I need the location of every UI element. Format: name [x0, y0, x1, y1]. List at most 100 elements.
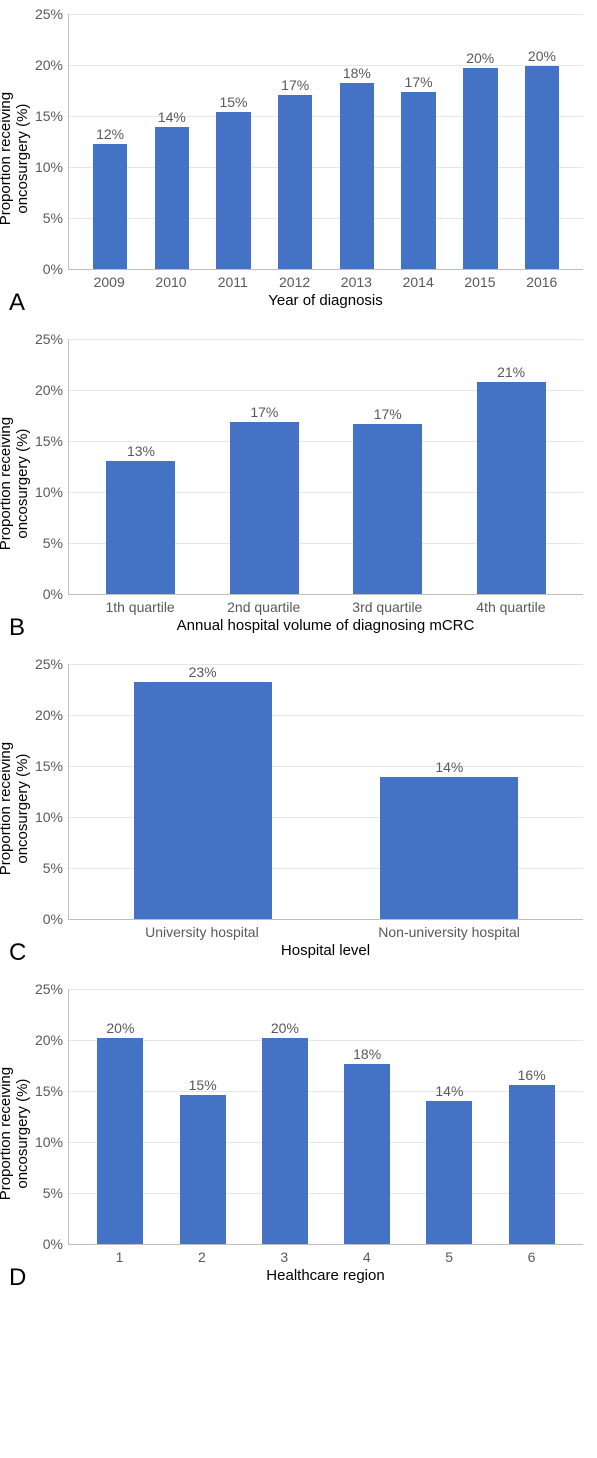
bar-column: 20% — [449, 14, 511, 269]
x-axis-title: Year of diagnosis — [68, 292, 583, 309]
bar-column: 14% — [326, 664, 573, 919]
bar — [134, 682, 272, 919]
bar-column: 18% — [326, 14, 388, 269]
ytick-label: 0% — [43, 1236, 69, 1252]
ytick-label: 20% — [35, 707, 69, 723]
bar-value-label: 18% — [343, 65, 371, 81]
xtick-row: University hospitalNon-university hospit… — [68, 920, 583, 940]
bar-column: 23% — [79, 664, 326, 919]
xtick-label: Non-university hospital — [326, 924, 573, 940]
bar-value-label: 15% — [219, 94, 247, 110]
ytick-label: 0% — [43, 586, 69, 602]
ytick-label: 25% — [35, 6, 69, 22]
bar-column: 17% — [203, 339, 326, 594]
bar-value-label: 14% — [158, 109, 186, 125]
ytick-label: 20% — [35, 382, 69, 398]
xtick-label: 3rd quartile — [326, 599, 450, 615]
ytick-label: 25% — [35, 331, 69, 347]
bar — [93, 144, 128, 269]
xtick-label: 3 — [243, 1249, 325, 1265]
bar-value-label: 13% — [127, 443, 155, 459]
xtick-label: 2010 — [140, 274, 202, 290]
ytick-label: 10% — [35, 1134, 69, 1150]
bar-column: 15% — [162, 989, 244, 1244]
bar-column: 20% — [511, 14, 573, 269]
x-axis-title: Healthcare region — [68, 1267, 583, 1284]
chart-area: 0%5%10%15%20%25%23%14%University hospita… — [68, 664, 583, 959]
ytick-label: 15% — [35, 758, 69, 774]
bar-column: 18% — [326, 989, 408, 1244]
bar-value-label: 17% — [405, 74, 433, 90]
bar — [106, 461, 175, 594]
bar-value-label: 18% — [353, 1046, 381, 1062]
panel-letter: B — [9, 614, 25, 642]
xtick-label: 2011 — [202, 274, 264, 290]
xtick-label: 4th quartile — [449, 599, 573, 615]
plot: 0%5%10%15%20%25%13%17%17%21% — [68, 339, 583, 595]
bar-value-label: 14% — [435, 1083, 463, 1099]
bar-column: 20% — [79, 989, 161, 1244]
bars-container: 13% 17% 17% 21% — [69, 339, 583, 594]
bars-container: 12%14%15%17%18%17%20%20% — [69, 14, 583, 269]
xtick-row: 123456 — [68, 1245, 583, 1265]
bar — [463, 68, 498, 269]
x-axis-title: Hospital level — [68, 942, 583, 959]
xtick-label: 2nd quartile — [202, 599, 326, 615]
xtick-row: 20092010201120122013201420152016 — [68, 270, 583, 290]
xtick-label: 2015 — [449, 274, 511, 290]
bar — [509, 1085, 555, 1244]
panel-b: BProportion receiving oncosurgery (%)0%5… — [14, 339, 583, 634]
bar-column: 17% — [326, 339, 449, 594]
bar — [426, 1101, 472, 1244]
bar — [344, 1064, 390, 1244]
bar-value-label: 17% — [250, 404, 278, 420]
plot: 0%5%10%15%20%25%23%14% — [68, 664, 583, 920]
xtick-label: University hospital — [78, 924, 325, 940]
xtick-label: 1 — [78, 1249, 160, 1265]
xtick-label: 5 — [408, 1249, 490, 1265]
bar — [525, 66, 560, 269]
bar-value-label: 20% — [106, 1020, 134, 1036]
xtick-label: 2009 — [78, 274, 140, 290]
ytick-label: 15% — [35, 1083, 69, 1099]
xtick-row: 1th quartile2nd quartile3rd quartile4th … — [68, 595, 583, 615]
xtick-label: 2014 — [387, 274, 449, 290]
bar — [278, 95, 313, 269]
panel-letter: C — [9, 939, 26, 967]
bar-value-label: 20% — [528, 48, 556, 64]
ytick-label: 25% — [35, 656, 69, 672]
chart-area: 0%5%10%15%20%25%13%17%17%21%1th quartile… — [68, 339, 583, 634]
ytick-label: 10% — [35, 809, 69, 825]
ytick-label: 15% — [35, 433, 69, 449]
panel-c: CProportion receiving oncosurgery (%)0%5… — [14, 664, 583, 959]
ytick-label: 5% — [43, 1185, 69, 1201]
bar-value-label: 20% — [271, 1020, 299, 1036]
bar-value-label: 15% — [189, 1077, 217, 1093]
panel-letter: A — [9, 289, 25, 317]
bars-container: 23%14% — [69, 664, 583, 919]
bar — [180, 1095, 226, 1244]
ytick-label: 20% — [35, 1032, 69, 1048]
xtick-label: 2 — [161, 1249, 243, 1265]
panel-d: DProportion receiving oncosurgery (%)0%5… — [14, 989, 583, 1284]
plot: 0%5%10%15%20%25%12%14%15%17%18%17%20%20% — [68, 14, 583, 270]
chart-area: 0%5%10%15%20%25%20%15%20%18%14%16%123456… — [68, 989, 583, 1284]
bar — [353, 424, 422, 594]
ytick-label: 10% — [35, 484, 69, 500]
bar-column: 21% — [449, 339, 572, 594]
bar-value-label: 12% — [96, 126, 124, 142]
plot: 0%5%10%15%20%25%20%15%20%18%14%16% — [68, 989, 583, 1245]
ytick-label: 10% — [35, 159, 69, 175]
panel-a: AProportion receiving oncosurgery (%)0%5… — [14, 14, 583, 309]
bar-value-label: 21% — [497, 364, 525, 380]
bar-value-label: 16% — [518, 1067, 546, 1083]
ytick-label: 25% — [35, 981, 69, 997]
bar — [380, 777, 518, 919]
bar-value-label: 17% — [374, 406, 402, 422]
xtick-label: 1th quartile — [78, 599, 202, 615]
x-axis-title: Annual hospital volume of diagnosing mCR… — [68, 617, 583, 634]
bar — [155, 127, 190, 269]
panel-letter: D — [9, 1264, 26, 1292]
xtick-label: 2016 — [511, 274, 573, 290]
ytick-label: 5% — [43, 860, 69, 876]
